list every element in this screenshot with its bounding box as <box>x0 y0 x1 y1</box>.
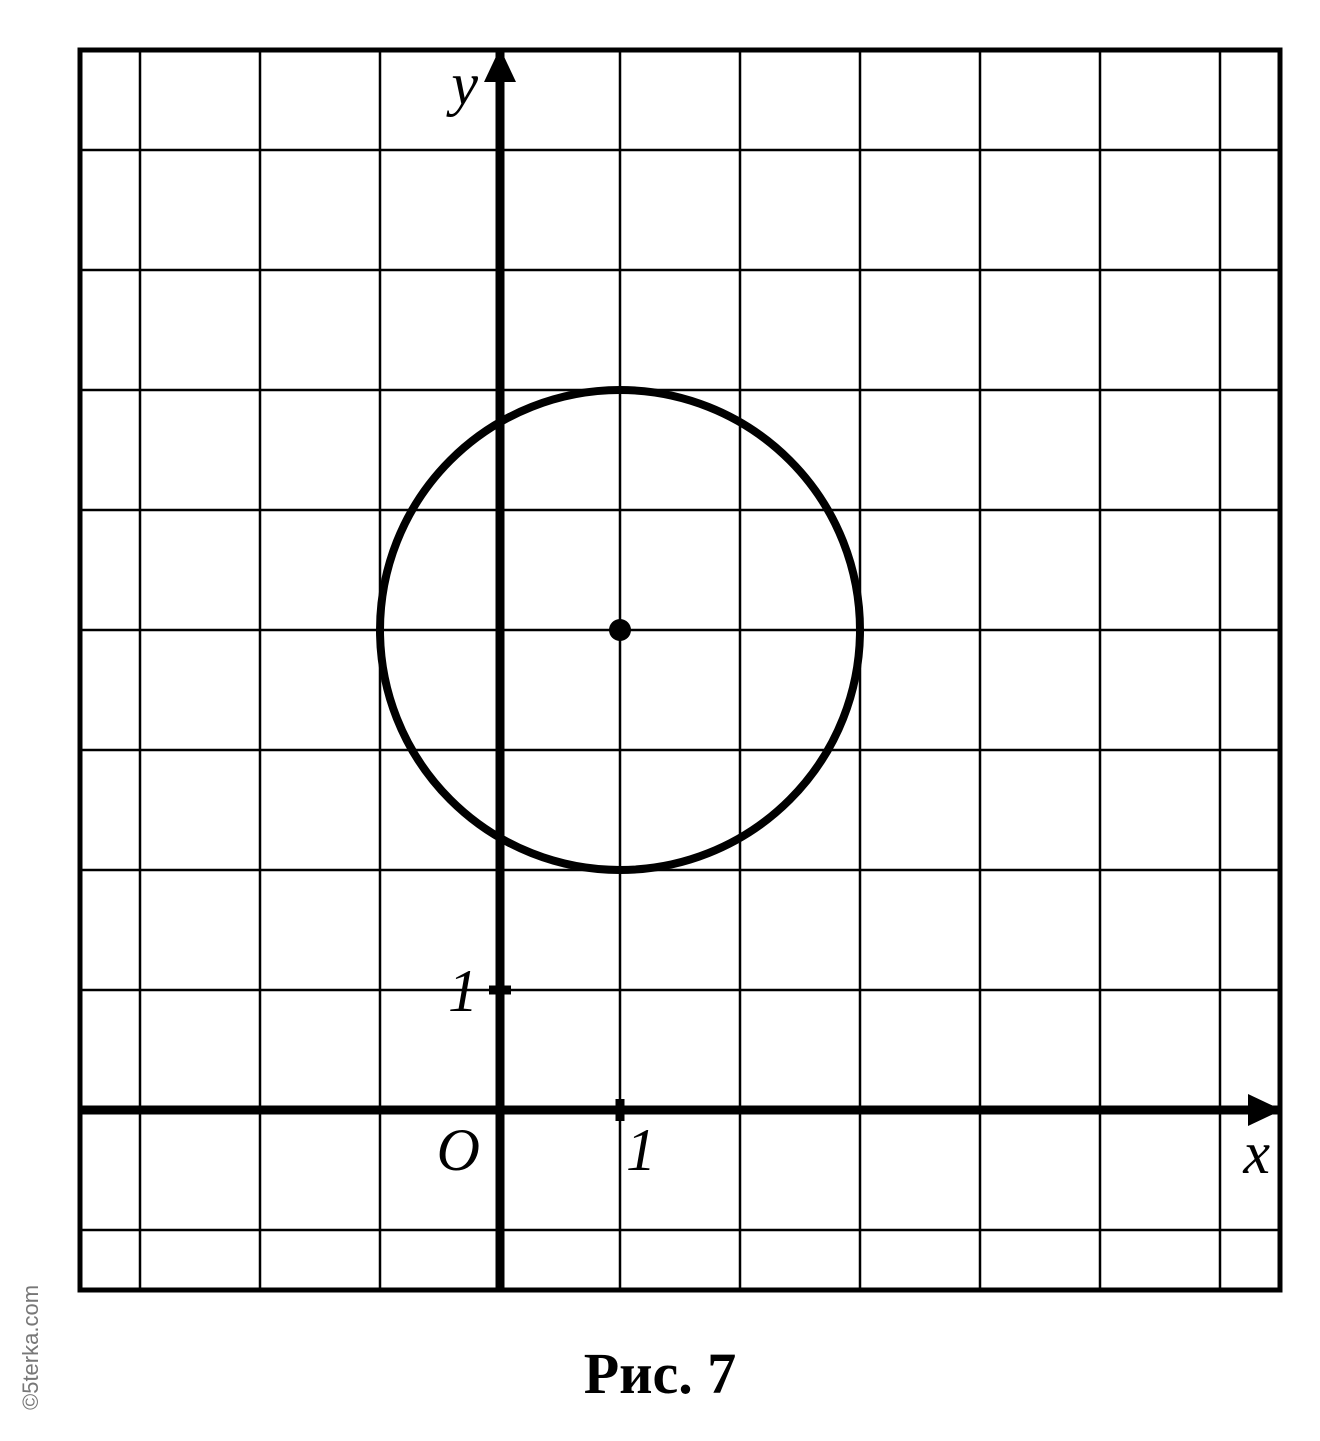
x-axis-label: x <box>1242 1120 1270 1186</box>
watermark-text: ©5terka.com <box>18 1285 44 1410</box>
figure-caption: Рис. 7 <box>0 1340 1320 1407</box>
y-axis-label: y <box>445 51 478 117</box>
figure-container: y x O 1 1 Рис. 7 ©5terka.com <box>0 0 1320 1441</box>
x-unit-label: 1 <box>626 1117 656 1183</box>
coordinate-plot: y x O 1 1 <box>60 30 1300 1310</box>
origin-label: O <box>437 1117 480 1183</box>
y-unit-label: 1 <box>448 958 478 1024</box>
